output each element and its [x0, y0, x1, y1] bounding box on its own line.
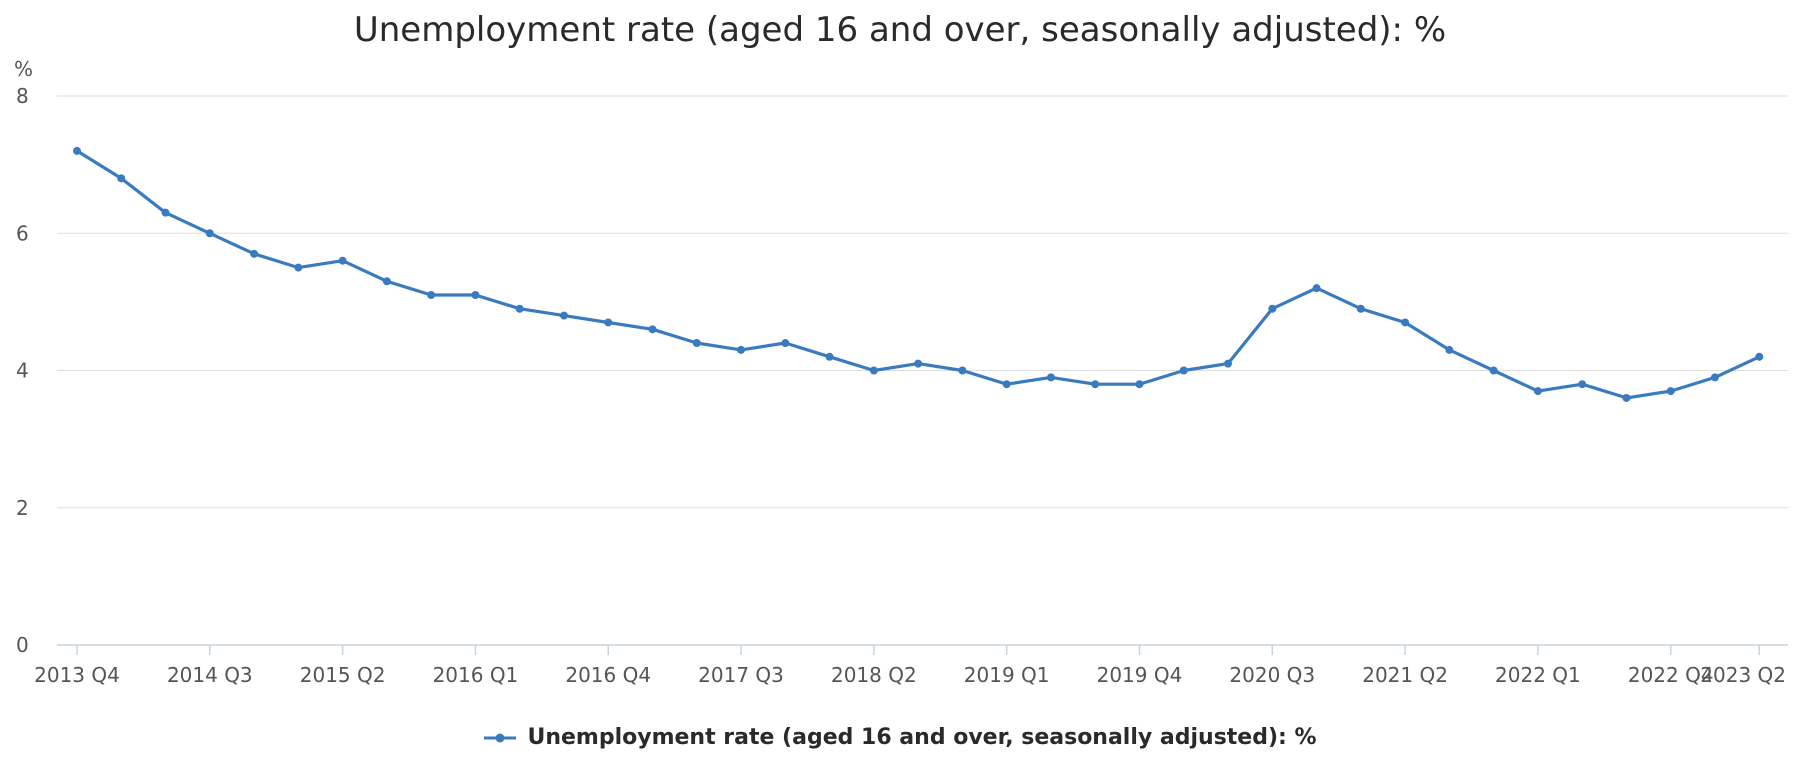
x-tick-label: 2021 Q2 [1362, 663, 1448, 687]
y-axis-unit: % [14, 57, 33, 81]
data-point[interactable] [1445, 345, 1454, 354]
data-point[interactable] [1710, 373, 1719, 382]
data-point[interactable] [427, 291, 436, 300]
x-tick-label: 2023 Q2 [1700, 663, 1786, 687]
data-point[interactable] [205, 229, 214, 238]
x-tick-label: 2022 Q1 [1495, 663, 1581, 687]
data-point[interactable] [1046, 373, 1055, 382]
data-point[interactable] [1533, 387, 1542, 396]
data-point[interactable] [869, 366, 878, 375]
x-tick-label: 2015 Q2 [300, 663, 386, 687]
legend-line-marker-icon [484, 733, 517, 742]
y-tick-label: 0 [16, 633, 29, 657]
x-tick-label: 2014 Q3 [167, 663, 253, 687]
data-point[interactable] [338, 256, 347, 265]
data-point[interactable] [1312, 284, 1321, 293]
data-point[interactable] [1401, 318, 1410, 327]
data-point[interactable] [471, 291, 480, 300]
gridlines [57, 95, 1788, 509]
data-point[interactable] [1578, 380, 1587, 389]
data-point[interactable] [559, 311, 568, 320]
data-point[interactable] [1091, 380, 1100, 389]
data-point[interactable] [1755, 352, 1764, 361]
x-tick-label: 2022 Q4 [1628, 663, 1714, 687]
data-point[interactable] [250, 249, 259, 258]
data-point[interactable] [825, 352, 834, 361]
data-point[interactable] [1268, 304, 1277, 313]
y-tick-label: 2 [16, 496, 29, 520]
x-tick-label: 2018 Q2 [831, 663, 917, 687]
x-tick-label: 2017 Q3 [698, 663, 784, 687]
data-point[interactable] [648, 325, 657, 334]
data-point[interactable] [692, 339, 701, 348]
data-point[interactable] [73, 146, 81, 155]
y-axis-ticks: 0 2 4 6 8 [16, 84, 29, 657]
data-point[interactable] [1135, 380, 1144, 389]
data-point[interactable] [1356, 304, 1365, 313]
legend-series-label: Unemployment rate (aged 16 and over, sea… [527, 725, 1317, 750]
y-tick-label: 6 [16, 221, 29, 245]
data-point[interactable] [382, 277, 391, 286]
y-tick-label: 8 [16, 84, 29, 108]
data-point[interactable] [1622, 393, 1631, 402]
data-point[interactable] [1489, 366, 1498, 375]
x-tick-label: 2019 Q4 [1097, 663, 1183, 687]
data-point[interactable] [737, 345, 746, 354]
y-tick-label: 4 [16, 359, 29, 383]
data-point[interactable] [781, 339, 790, 348]
x-tick-label: 2019 Q1 [964, 663, 1050, 687]
data-point[interactable] [1224, 359, 1233, 368]
x-axis: 2013 Q4 2014 Q3 2015 Q2 2016 Q1 2016 Q4 2017 … [34, 644, 1788, 687]
x-tick-label: 2016 Q4 [565, 663, 651, 687]
x-tick-label: 2020 Q3 [1229, 663, 1315, 687]
data-point[interactable] [117, 174, 126, 183]
legend[interactable]: Unemployment rate (aged 16 and over, sea… [0, 725, 1800, 750]
data-point[interactable] [1666, 387, 1675, 396]
data-point[interactable] [958, 366, 967, 375]
data-point[interactable] [294, 263, 303, 272]
series-layer [73, 146, 1764, 402]
data-point[interactable] [604, 318, 613, 327]
data-point[interactable] [1179, 366, 1188, 375]
chart-title: Unemployment rate (aged 16 and over, sea… [353, 10, 1447, 50]
data-point[interactable] [1002, 380, 1011, 389]
data-point[interactable] [161, 208, 170, 217]
x-tick-label: 2013 Q4 [34, 663, 120, 687]
x-tick-label: 2016 Q1 [433, 663, 519, 687]
data-point[interactable] [914, 359, 923, 368]
data-point[interactable] [515, 304, 524, 313]
